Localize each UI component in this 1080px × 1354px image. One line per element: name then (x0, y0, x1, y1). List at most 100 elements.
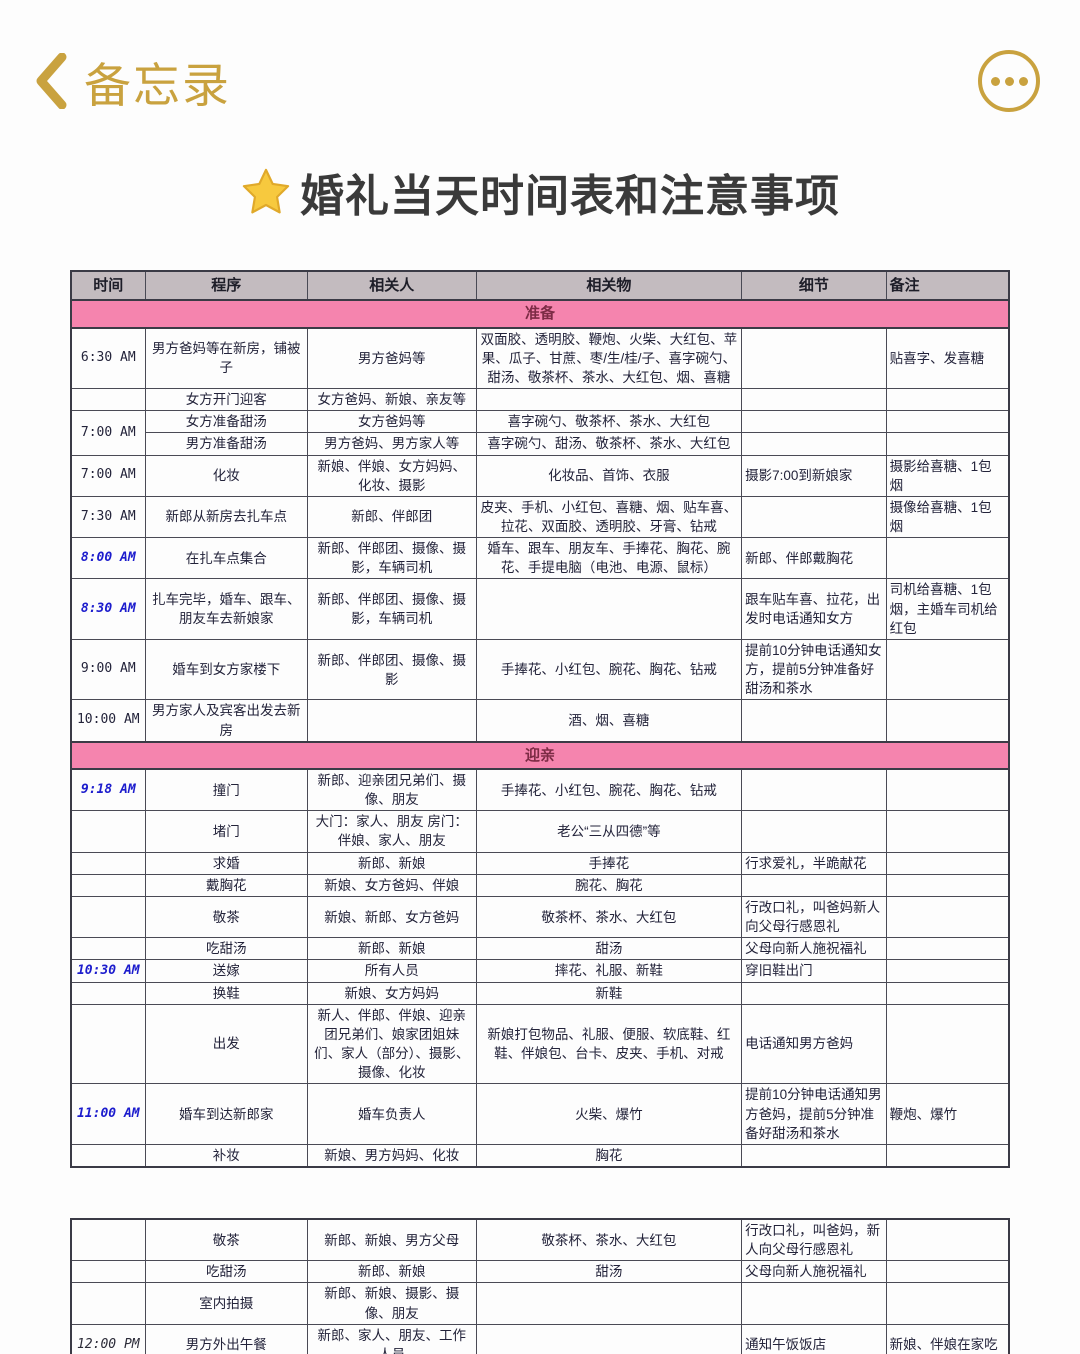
schedule-cell (885, 410, 1010, 434)
schedule-cell: 婚车、跟车、朋友车、手捧花、胸花、腕花、手提电脑（电池、电源、鼠标） (475, 537, 743, 580)
schedule-cell: 腕花、胸花 (475, 873, 743, 897)
schedule-row: 吃甜汤 新郎、新娘 甜汤 父母向新人施祝福礼 (70, 937, 1010, 961)
schedule-cell: 摄影给喜糖、1包烟 (885, 454, 1010, 497)
schedule-row: 7:30 AM 新郎从新房去扎车点 新郎、伴郎团 皮夹、手机、小红包、喜糖、烟、贴车喜… (70, 495, 1010, 539)
schedule-row: 男方准备甜汤 男方爸妈、男方家人等 喜字碗勺、甜汤、敬茶杯、茶水、大红包 (71, 432, 1010, 456)
schedule-cell: 撞门 (144, 768, 308, 812)
schedule-cell: 男方爸妈等在新房，铺被子 (144, 327, 308, 390)
schedule-cell: 男方爸妈、男方家人等 (306, 432, 477, 456)
time-cell (70, 388, 146, 412)
schedule-cell: 求婚 (144, 851, 308, 875)
schedule-cell (741, 1143, 887, 1168)
schedule-cell: 敬茶杯、茶水、大红包 (475, 1218, 743, 1262)
time-cell (70, 981, 146, 1005)
schedule-row: 敬茶 新郎、新娘、男方父母 敬茶杯、茶水、大红包 行改口礼，叫爸妈，新人向父母行感恩礼 (70, 1218, 1010, 1262)
schedule-table-afternoon: 敬茶 新郎、新娘、男方父母 敬茶杯、茶水、大红包 行改口礼，叫爸妈，新人向父母行感恩礼… (70, 1217, 1010, 1354)
schedule-cell: 穿旧鞋出门 (741, 959, 887, 983)
time-cell: 9:18 AM (70, 768, 146, 812)
schedule-cell: 补妆 (144, 1143, 308, 1168)
schedule-cell: 换鞋 (144, 981, 308, 1005)
schedule-cell: 甜汤 (475, 937, 743, 961)
note-title-text: 婚礼当天时间表和注意事项 (300, 172, 840, 221)
schedule-cell: 新人、伴郎、伴娘、迎亲团兄弟们、娘家团姐妹们、家人（部分）、摄影、摄像、化妆 (306, 1003, 477, 1085)
schedule-cell (885, 810, 1010, 853)
schedule-cell: 新娘、男方妈妈、化妆 (306, 1143, 477, 1168)
schedule-cell: 所有人员 (306, 959, 477, 983)
back-button[interactable]: 备忘录 (34, 47, 231, 116)
schedule-row: 10:30 AM 送嫁 所有人员 摔花、礼服、新鞋 穿旧鞋出门 (70, 959, 1010, 983)
schedule-cell: 新郎、新娘 (306, 851, 477, 875)
schedule-row: 11:00 AM 婚车到达新郎家 婚车负责人 火柴、爆竹 提前10分钟电话通知男方爸妈，… (70, 1083, 1010, 1145)
schedule-cell: 新郎、伴郎团、摄像、摄影，车辆司机 (306, 537, 477, 580)
column-header-cell: 备注 (885, 270, 1010, 302)
time-cell (70, 851, 146, 875)
time-cell: 7:00 AM (70, 410, 146, 456)
schedule-cell: 电话通知男方爸妈 (741, 1003, 887, 1085)
schedule-cell: 行改口礼，叫爸妈，新人向父母行感恩礼 (741, 1218, 887, 1262)
time-cell: 12:00 PM (70, 1323, 146, 1354)
schedule-row: 8:00 AM 在扎车点集合 新郎、伴郎团、摄像、摄影，车辆司机 婚车、跟车、朋友车、… (70, 537, 1010, 580)
schedule-cell: 女方准备甜汤 (144, 410, 308, 434)
time-cell (70, 810, 146, 853)
schedule-cell: 老公“三从四德”等 (475, 810, 743, 853)
schedule-cell (885, 959, 1010, 983)
schedule-cell (475, 388, 743, 412)
time-cell: 7:00 AM (70, 454, 146, 497)
schedule-cell: 化妆 (144, 454, 308, 497)
schedule-cell (885, 537, 1010, 580)
schedule-cell: 化妆品、首饰、衣服 (475, 454, 743, 497)
schedule-cell: 新郎、新娘、摄影、摄像、朋友 (306, 1282, 477, 1325)
schedule-cell (885, 432, 1010, 456)
nav-back-label: 备忘录 (84, 58, 231, 112)
schedule-cell: 新娘、新郎、女方爸妈 (306, 895, 477, 939)
more-options-button[interactable] (978, 50, 1040, 112)
schedule-row: 敬茶 新娘、新郎、女方爸妈 敬茶杯、茶水、大红包 行改口礼，叫爸妈新人向父母行感恩礼 (70, 895, 1010, 939)
schedule-cell: 司机给喜糖、1包烟，主婚车司机给红包 (885, 578, 1010, 640)
schedule-cell: 鞭炮、爆竹 (885, 1083, 1010, 1145)
schedule-cell: 戴胸花 (144, 873, 308, 897)
schedule-cell: 扎车完毕，婚车、跟车、朋友车去新娘家 (144, 578, 308, 640)
schedule-cell (885, 1282, 1010, 1325)
schedule-cell (741, 981, 887, 1005)
schedule-cell: 父母向新人施祝福礼 (741, 937, 887, 961)
time-cell (70, 1260, 146, 1284)
schedule-cell: 吃甜汤 (144, 1260, 308, 1284)
schedule-cell: 新娘、伴娘在家吃 (885, 1323, 1010, 1354)
schedule-cell: 男方外出午餐 (144, 1323, 308, 1354)
schedule-row: 8:30 AM 扎车完毕，婚车、跟车、朋友车去新娘家 新郎、伴郎团、摄像、摄影，车辆… (70, 578, 1010, 640)
schedule-row: 9:18 AM 撞门 新郎、迎亲团兄弟们、摄像、朋友 手捧花、小红包、腕花、胸花、钻戒 (70, 768, 1010, 812)
time-cell (70, 1003, 146, 1085)
navigation-bar: 备忘录 (0, 0, 1080, 118)
time-cell (70, 1282, 146, 1325)
schedule-cell (306, 699, 477, 743)
schedule-cell (741, 410, 887, 434)
column-header-row: 时间 程序 相关人 相关物 细节 备注 (70, 270, 1010, 302)
column-header-cell: 相关物 (475, 270, 743, 302)
schedule-cell: 在扎车点集合 (144, 537, 308, 580)
schedule-cell: 婚车到女方家楼下 (144, 638, 308, 701)
schedule-cell (475, 1282, 743, 1325)
schedule-cell: 新娘打包物品、礼服、便服、软底鞋、红鞋、伴娘包、台卡、皮夹、手机、对戒 (475, 1003, 743, 1085)
schedule-cell: 手捧花 (475, 851, 743, 875)
schedule-cell (741, 432, 887, 456)
column-header-cell: 程序 (144, 270, 308, 302)
time-cell: 7:30 AM (70, 495, 146, 539)
time-cell: 6:30 AM (70, 327, 146, 390)
schedule-cell: 跟车贴车喜、拉花，出发时电话通知女方 (741, 578, 887, 640)
schedule-cell: 喜字碗勺、甜汤、敬茶杯、茶水、大红包 (475, 432, 743, 456)
schedule-cell (741, 388, 887, 412)
schedule-cell (885, 1003, 1010, 1085)
schedule-row: 7:00 AM 女方准备甜汤 女方爸妈等 喜字碗勺、敬茶杯、茶水、大红包 (70, 410, 1010, 456)
schedule-cell: 新鞋 (475, 981, 743, 1005)
schedule-cell: 新娘、女方妈妈 (306, 981, 477, 1005)
schedule-cell: 室内拍摄 (144, 1282, 308, 1325)
schedule-row: 换鞋 新娘、女方妈妈 新鞋 (70, 981, 1010, 1005)
ellipsis-icon (990, 76, 1028, 86)
note-title: 婚礼当天时间表和注意事项 (0, 160, 1080, 224)
schedule-cell (475, 1323, 743, 1354)
schedule-row: 6:30 AM 男方爸妈等在新房，铺被子 男方爸妈等 双面胶、透明胶、鞭炮、火柴、大红… (70, 327, 1010, 390)
schedule-row: 求婚 新郎、新娘 手捧花 行求爱礼，半跪献花 (70, 851, 1010, 875)
schedule-cell (741, 327, 887, 390)
schedule-cell: 摄像给喜糖、1包烟 (885, 495, 1010, 539)
